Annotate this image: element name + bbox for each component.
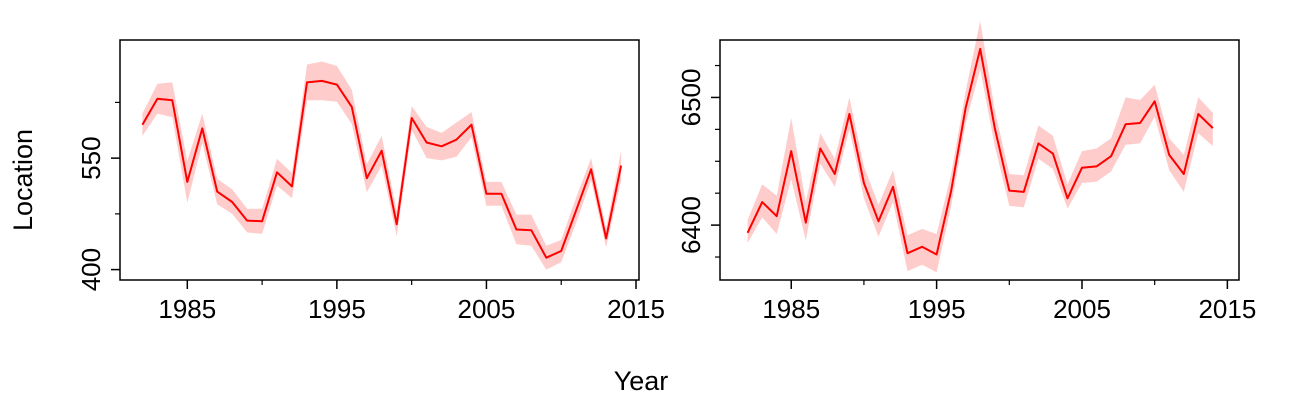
right-panel: 1985 1995 2005 2015 6400 6500 — [676, 20, 1256, 324]
left-panel: 1985 1995 2005 2015 400 550 — [76, 39, 665, 324]
x-tick-label: 2005 — [458, 294, 516, 324]
plot-frame — [719, 39, 1240, 281]
y-tick-label: 6500 — [676, 69, 706, 127]
series-line — [141, 79, 623, 259]
y-tick-label: 6400 — [676, 196, 706, 254]
y-axis-label: Location — [8, 129, 38, 231]
x-tick-label: 2015 — [1198, 294, 1256, 324]
x-tick-label: 1985 — [158, 294, 216, 324]
y-tick-label: 400 — [76, 248, 106, 291]
x-tick-label: 2005 — [1053, 294, 1111, 324]
confidence-band — [142, 61, 622, 270]
plot-frame — [119, 39, 640, 281]
x-tick-label: 2015 — [607, 294, 665, 324]
x-tick-label: 1995 — [308, 294, 366, 324]
confidence-band — [747, 20, 1213, 273]
x-tick-label: 1995 — [908, 294, 966, 324]
y-tick-label: 550 — [76, 136, 106, 179]
x-tick-label: 1985 — [762, 294, 820, 324]
x-axis-label: Year — [614, 366, 669, 396]
series-line — [746, 47, 1214, 256]
